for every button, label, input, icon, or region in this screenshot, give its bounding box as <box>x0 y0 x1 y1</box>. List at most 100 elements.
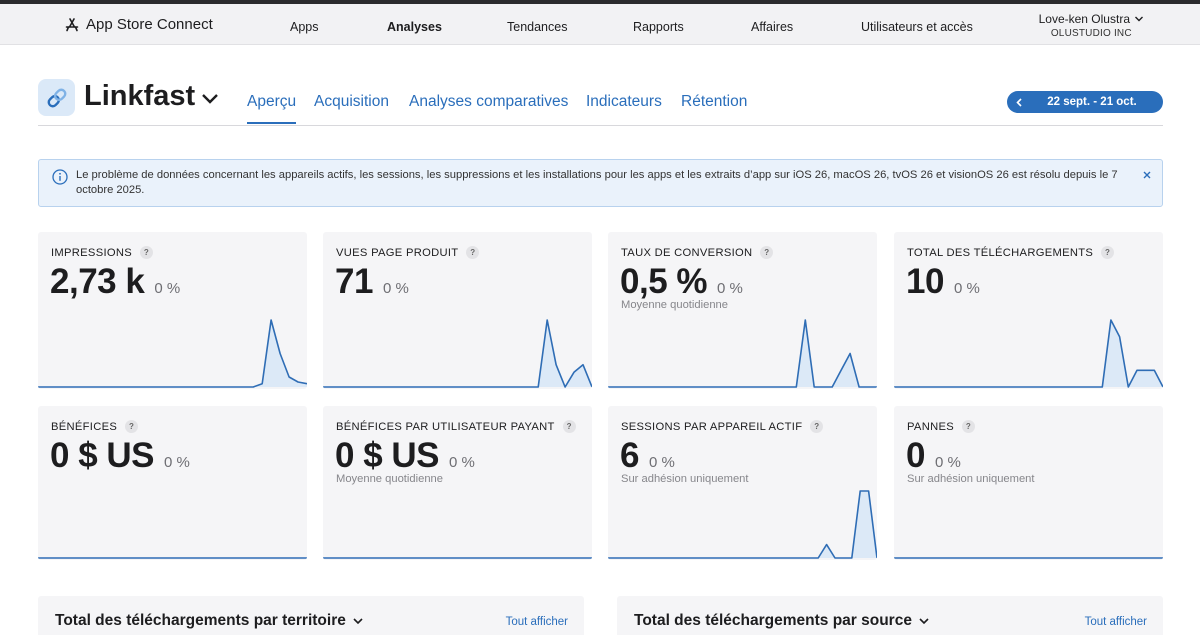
chevron-down-icon <box>1135 16 1143 22</box>
chevron-down-icon <box>919 618 929 625</box>
top-navigation-bar: App Store Connect Apps Analyses Tendance… <box>0 4 1200 45</box>
info-icon <box>52 169 68 185</box>
metric-title: PANNES <box>907 420 954 433</box>
metric-value: 2,73 k <box>50 262 145 301</box>
nav-analyses[interactable]: Analyses <box>387 20 442 34</box>
nav-rapports[interactable]: Rapports <box>633 20 684 34</box>
tab-acquisition[interactable]: Acquisition <box>314 93 389 110</box>
help-icon[interactable]: ? <box>562 420 576 433</box>
help-icon[interactable]: ? <box>140 246 154 259</box>
tab-indicateurs[interactable]: Indicateurs <box>586 93 662 110</box>
sparkline <box>608 319 877 388</box>
show-all-link[interactable]: Tout afficher <box>1084 616 1147 628</box>
close-icon[interactable] <box>1142 170 1152 180</box>
help-icon[interactable]: ? <box>466 246 480 259</box>
metric-subtitle: Sur adhésion uniquement <box>621 473 749 485</box>
metric-delta: 0 % <box>934 454 961 471</box>
metric-card-taux-de-conversion[interactable]: TAUX DE CONVERSION? 0,5 % 0 % Moyenne quo… <box>608 232 877 389</box>
tab-analyses-comparatives[interactable]: Analyses comparatives <box>409 93 569 110</box>
sparkline <box>38 557 307 559</box>
sparkline <box>608 490 877 559</box>
brand-label: App Store Connect <box>86 16 213 33</box>
metric-title: IMPRESSIONS <box>51 246 133 259</box>
downloads-by-territory-card: Total des téléchargements par territoire… <box>38 596 584 635</box>
sparkline-line <box>608 319 877 388</box>
metric-subtitle: Sur adhésion uniquement <box>907 473 1035 485</box>
metric-subtitle: Moyenne quotidienne <box>621 299 728 311</box>
sparkline-area <box>894 320 1163 387</box>
app-name: Linkfast <box>84 80 196 112</box>
metric-delta: 0 % <box>717 280 743 297</box>
tab-retention[interactable]: Rétention <box>681 93 748 110</box>
app-icon <box>38 79 75 116</box>
previous-period-button[interactable] <box>1007 91 1031 113</box>
chevron-left-icon <box>1015 97 1022 107</box>
metric-delta: 0 % <box>648 454 675 471</box>
section-title: Total des téléchargements par territoire <box>55 612 346 629</box>
show-all-link[interactable]: Tout afficher <box>505 616 568 628</box>
sparkline-area <box>323 320 592 387</box>
metric-value: 0 $ US <box>335 436 440 475</box>
app-switcher[interactable]: Linkfast <box>84 80 219 113</box>
sparkline <box>894 319 1163 388</box>
nav-affaires[interactable]: Affaires <box>751 20 794 34</box>
metric-value: 0 $ US <box>50 436 155 475</box>
info-banner: Le problème de données concernant les ap… <box>38 159 1163 207</box>
nav-apps[interactable]: Apps <box>290 20 319 34</box>
metric-card-vues-page-produit[interactable]: VUES PAGE PRODUIT? 71 0 % <box>323 232 592 389</box>
downloads-by-source-card: Total des téléchargements par source Tou… <box>617 596 1163 635</box>
date-range-picker[interactable]: 22 sept. - 21 oct. <box>1007 91 1163 113</box>
metric-title: SESSIONS PAR APPAREIL ACTIF <box>621 420 803 433</box>
sparkline-area <box>608 320 877 387</box>
app-store-connect-logo[interactable]: App Store Connect <box>64 16 213 33</box>
metric-delta: 0 % <box>154 280 181 297</box>
help-icon[interactable]: ? <box>1101 246 1115 259</box>
date-range-label: 22 sept. - 21 oct. <box>1047 96 1137 108</box>
metric-delta: 0 % <box>382 280 409 297</box>
link-icon <box>47 88 66 107</box>
help-icon[interactable]: ? <box>961 420 975 433</box>
territory-dropdown[interactable]: Total des téléchargements par territoire <box>55 612 364 630</box>
metric-card-total-des-telechargements[interactable]: TOTAL DES TÉLÉCHARGEMENTS? 10 0 % <box>894 232 1163 389</box>
metric-card-benefices[interactable]: BÉNÉFICES? 0 $ US 0 % <box>38 406 307 560</box>
chevron-down-icon <box>202 93 219 104</box>
banner-message: Le problème de données concernant les ap… <box>76 169 1118 196</box>
metric-title: VUES PAGE PRODUIT <box>336 246 459 259</box>
source-dropdown[interactable]: Total des téléchargements par source <box>634 612 930 630</box>
active-tab-indicator <box>247 122 296 124</box>
metric-value: 0,5 % <box>620 262 708 301</box>
account-organization: OLUSTUDIO INC <box>1050 28 1132 39</box>
metric-value: 71 <box>335 262 373 301</box>
metric-value: 10 <box>906 262 944 301</box>
nav-tendances[interactable]: Tendances <box>507 20 568 34</box>
tab-apercu[interactable]: Aperçu <box>247 93 297 110</box>
sparkline-area <box>38 320 307 387</box>
account-menu[interactable]: Love-ken Olustra OLUSTUDIO INC <box>1039 12 1144 39</box>
metric-title: BÉNÉFICES PAR UTILISATEUR PAYANT <box>336 420 555 433</box>
sparkline-line <box>608 490 877 559</box>
nav-utilisateurs-et-acces[interactable]: Utilisateurs et accès <box>861 20 973 34</box>
metric-value: 0 <box>906 436 925 475</box>
metric-card-sessions-par-appareil-actif[interactable]: SESSIONS PAR APPAREIL ACTIF? 6 0 % Sur ad… <box>608 406 877 560</box>
section-title: Total des téléchargements par source <box>634 612 912 629</box>
metric-title: TAUX DE CONVERSION <box>621 246 753 259</box>
metric-card-benefices-par-utilisateur-payant[interactable]: BÉNÉFICES PAR UTILISATEUR PAYANT? 0 $ US… <box>323 406 592 560</box>
metric-card-impressions[interactable]: IMPRESSIONS? 2,73 k 0 % <box>38 232 307 389</box>
sparkline <box>38 319 307 388</box>
sparkline <box>894 557 1163 559</box>
help-icon[interactable]: ? <box>810 420 824 433</box>
metric-title: BÉNÉFICES <box>51 420 118 433</box>
sparkline <box>323 319 592 388</box>
metric-subtitle: Moyenne quotidienne <box>336 473 443 485</box>
sparkline-line <box>894 319 1163 388</box>
sparkline-area <box>608 491 877 558</box>
metric-value: 6 <box>620 436 639 475</box>
help-icon[interactable]: ? <box>760 246 774 259</box>
metric-title: TOTAL DES TÉLÉCHARGEMENTS <box>907 246 1094 259</box>
account-name: Love-ken Olustra <box>1038 12 1130 26</box>
sparkline-line <box>323 319 592 388</box>
help-icon[interactable]: ? <box>125 420 139 433</box>
tabs-divider <box>38 125 1163 126</box>
metric-delta: 0 % <box>449 454 475 471</box>
metric-card-pannes[interactable]: PANNES? 0 0 % Sur adhésion uniquement <box>894 406 1163 560</box>
